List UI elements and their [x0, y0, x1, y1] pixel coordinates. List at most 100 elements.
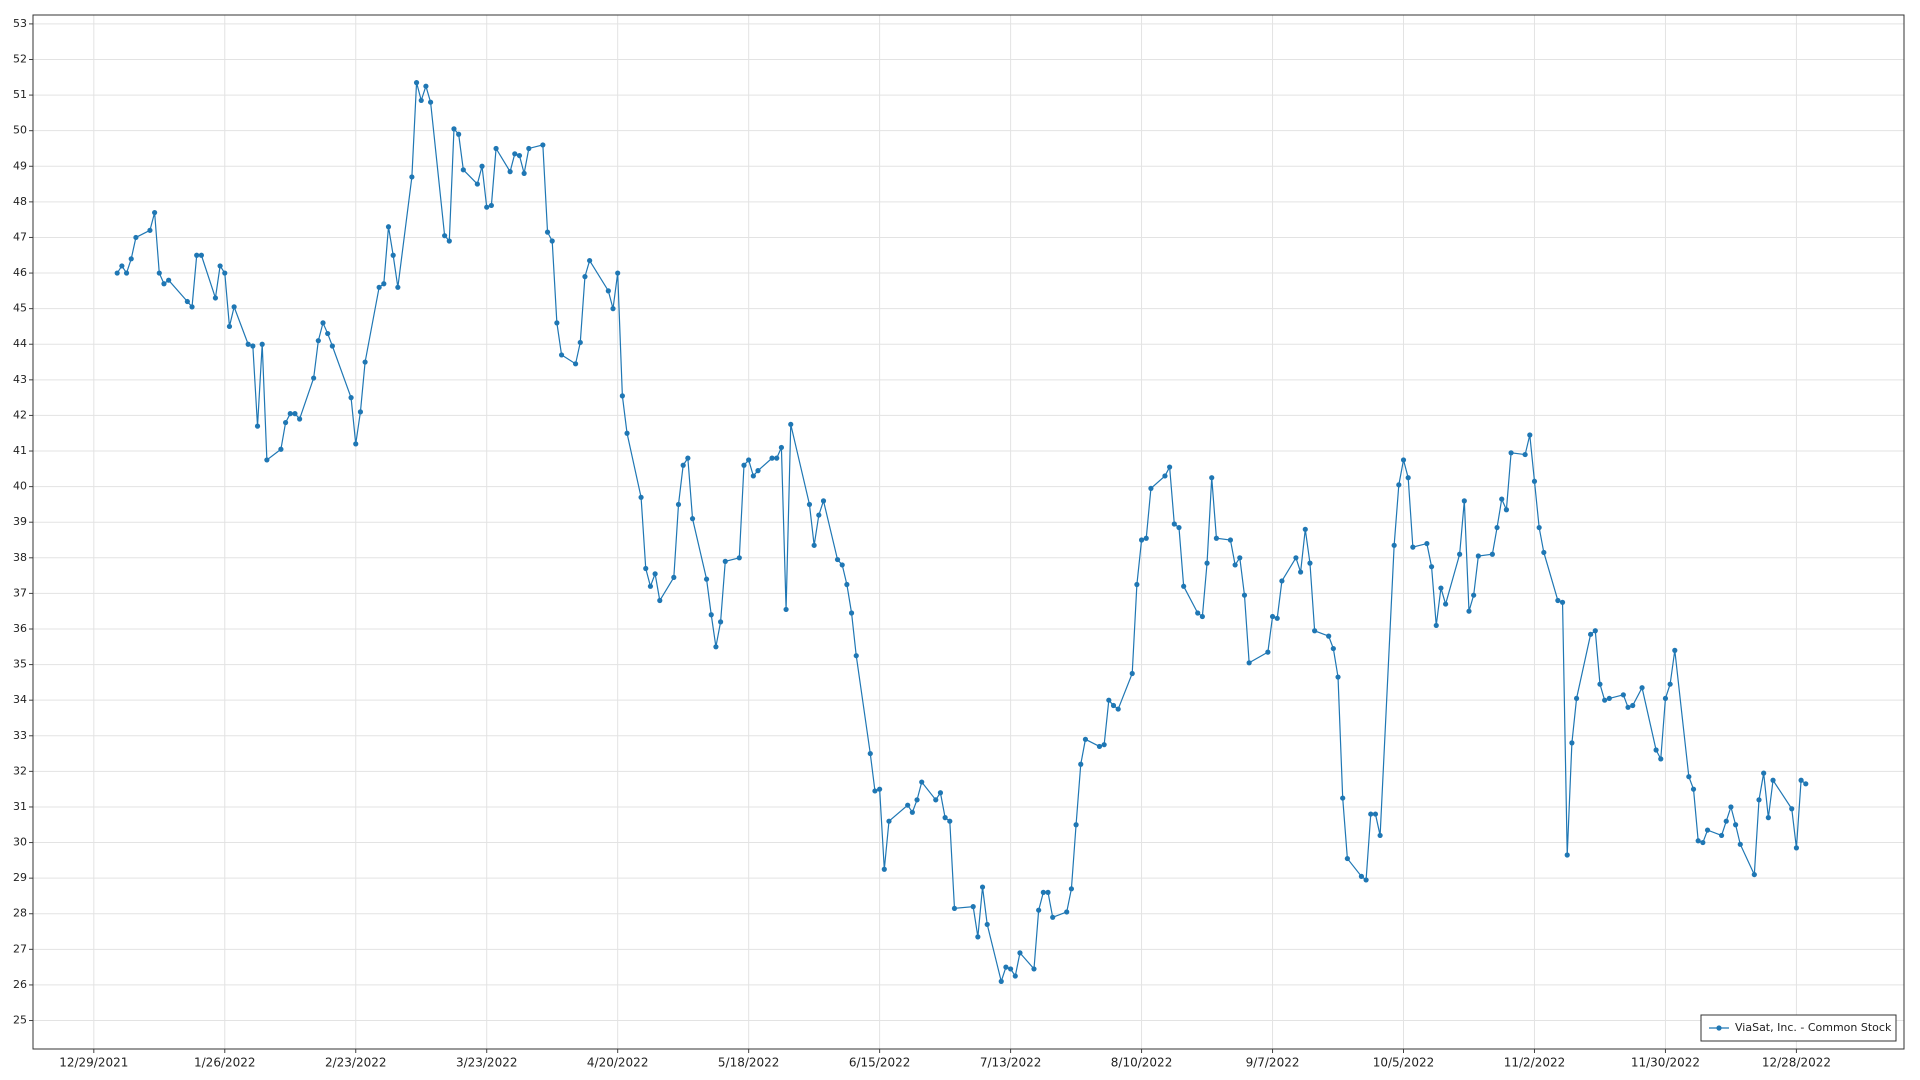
- data-point: [1662, 695, 1669, 702]
- y-tick-label: 42: [13, 408, 27, 421]
- data-point: [1148, 485, 1154, 491]
- data-point: [750, 473, 756, 479]
- x-tick-label: 12/29/2021: [59, 1056, 128, 1070]
- data-point: [741, 462, 747, 468]
- data-point: [1312, 628, 1318, 634]
- data-point: [1606, 695, 1612, 702]
- data-point: [685, 455, 691, 461]
- x-tick-label: 1/26/2022: [194, 1056, 256, 1070]
- data-point: [1176, 524, 1182, 531]
- data-point: [839, 562, 845, 568]
- y-tick-label: 53: [13, 17, 27, 30]
- data-point: [877, 786, 883, 792]
- data-point: [1326, 633, 1332, 639]
- data-point: [390, 252, 396, 258]
- y-tick-label: 30: [13, 836, 27, 849]
- data-point: [881, 866, 887, 872]
- y-tick-label: 41: [13, 444, 27, 457]
- data-point: [1363, 877, 1369, 883]
- data-point: [395, 284, 401, 290]
- data-point: [1573, 695, 1580, 702]
- x-tick-label: 12/28/2022: [1762, 1056, 1831, 1070]
- data-point: [1522, 451, 1528, 458]
- data-point: [1457, 551, 1463, 557]
- data-point: [848, 610, 855, 616]
- x-tick-label: 6/15/2022: [849, 1056, 911, 1070]
- y-tick-label: 49: [13, 159, 27, 172]
- data-point: [1639, 685, 1645, 691]
- data-point: [1241, 592, 1248, 598]
- data-point: [493, 145, 499, 152]
- x-tick-label: 3/23/2022: [456, 1056, 518, 1070]
- data-point: [250, 343, 256, 349]
- data-point: [1110, 702, 1117, 709]
- y-tick-label: 39: [13, 515, 27, 528]
- data-point: [577, 339, 583, 346]
- data-point: [1461, 498, 1467, 504]
- data-point: [1003, 964, 1009, 970]
- legend-label: ViaSat, Inc. - Common Stock: [1735, 1021, 1892, 1034]
- data-point: [1494, 524, 1500, 531]
- data-point: [348, 395, 354, 401]
- data-point: [217, 263, 223, 269]
- data-point: [427, 99, 434, 105]
- x-tick-label: 10/5/2022: [1373, 1056, 1435, 1070]
- data-point: [212, 295, 219, 301]
- data-point: [1667, 681, 1673, 687]
- data-point: [867, 750, 873, 757]
- data-point: [1475, 553, 1481, 559]
- data-point: [1050, 914, 1056, 920]
- data-point: [1658, 756, 1664, 762]
- data-point: [357, 409, 364, 415]
- y-tick-label: 40: [13, 480, 27, 493]
- data-point: [381, 281, 387, 287]
- data-point: [746, 457, 752, 463]
- data-point: [245, 341, 251, 347]
- y-tick-label: 31: [13, 800, 27, 813]
- data-point: [484, 204, 490, 210]
- y-tick-label: 44: [13, 337, 27, 350]
- data-point: [605, 288, 611, 294]
- data-point: [1630, 702, 1636, 709]
- data-point: [156, 270, 162, 276]
- data-point: [1073, 822, 1079, 828]
- data-point: [1569, 740, 1575, 746]
- data-point: [1265, 649, 1271, 655]
- data-point: [1789, 806, 1795, 812]
- data-point: [820, 498, 827, 504]
- data-point: [1428, 564, 1435, 570]
- data-point: [615, 270, 621, 276]
- data-point: [512, 151, 518, 157]
- data-point: [161, 281, 167, 287]
- data-point: [703, 576, 710, 582]
- data-point: [222, 270, 228, 276]
- data-point: [311, 375, 317, 381]
- data-point: [638, 494, 644, 500]
- y-tick-label: 29: [13, 871, 27, 884]
- data-point: [1489, 551, 1495, 557]
- data-point: [1751, 871, 1757, 878]
- x-tick-label: 7/13/2022: [980, 1056, 1042, 1070]
- data-point: [1653, 747, 1659, 753]
- data-point: [1559, 599, 1566, 605]
- data-point: [1302, 526, 1308, 532]
- data-point: [1443, 601, 1449, 607]
- legend-box: [1700, 1014, 1897, 1042]
- data-point: [722, 558, 728, 564]
- y-tick-label: 26: [13, 978, 27, 991]
- data-point: [1531, 478, 1538, 484]
- data-point: [951, 905, 958, 912]
- data-point: [905, 802, 911, 808]
- data-point: [1410, 544, 1416, 550]
- data-point: [1181, 583, 1187, 589]
- data-point: [657, 597, 663, 604]
- data-point: [1508, 450, 1514, 456]
- data-point: [1541, 549, 1547, 556]
- data-point: [1045, 889, 1051, 895]
- data-point: [1798, 777, 1804, 783]
- data-point: [680, 462, 686, 468]
- data-point: [736, 555, 742, 561]
- data-point: [554, 320, 560, 326]
- data-point: [1770, 777, 1776, 783]
- y-tick-label: 35: [13, 658, 27, 671]
